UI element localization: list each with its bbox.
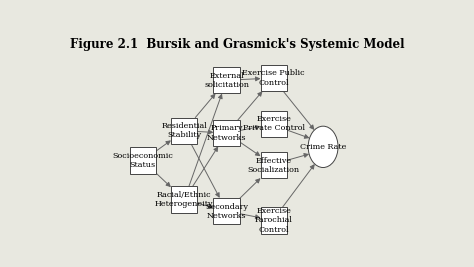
Text: Exercise
Private Control: Exercise Private Control <box>243 115 305 132</box>
FancyBboxPatch shape <box>261 207 287 234</box>
FancyBboxPatch shape <box>213 198 240 224</box>
Text: External
solicitation: External solicitation <box>204 72 249 89</box>
FancyBboxPatch shape <box>213 120 240 146</box>
Text: Effective
Socialization: Effective Socialization <box>248 157 300 174</box>
FancyBboxPatch shape <box>171 117 197 144</box>
Text: Crime Rate: Crime Rate <box>300 143 346 151</box>
FancyBboxPatch shape <box>130 147 156 174</box>
FancyBboxPatch shape <box>261 65 287 91</box>
FancyBboxPatch shape <box>213 67 240 93</box>
Text: Socioeconomic
Status: Socioeconomic Status <box>112 152 173 169</box>
Text: Exercise
Parochial
Control: Exercise Parochial Control <box>255 207 292 234</box>
Ellipse shape <box>308 126 338 167</box>
Text: Figure 2.1  Bursik and Grasmick's Systemic Model: Figure 2.1 Bursik and Grasmick's Systemi… <box>70 38 404 51</box>
Text: Primary
Networks: Primary Networks <box>207 124 246 142</box>
Text: Secondary
Networks: Secondary Networks <box>205 203 248 220</box>
FancyBboxPatch shape <box>261 111 287 137</box>
FancyBboxPatch shape <box>171 186 197 213</box>
Text: Residential
Stability: Residential Stability <box>161 122 207 139</box>
FancyBboxPatch shape <box>261 152 287 178</box>
Text: Exercise Public
Control: Exercise Public Control <box>242 69 305 87</box>
Text: Racial/Ethnic
Heterogeneity: Racial/Ethnic Heterogeneity <box>155 191 213 208</box>
